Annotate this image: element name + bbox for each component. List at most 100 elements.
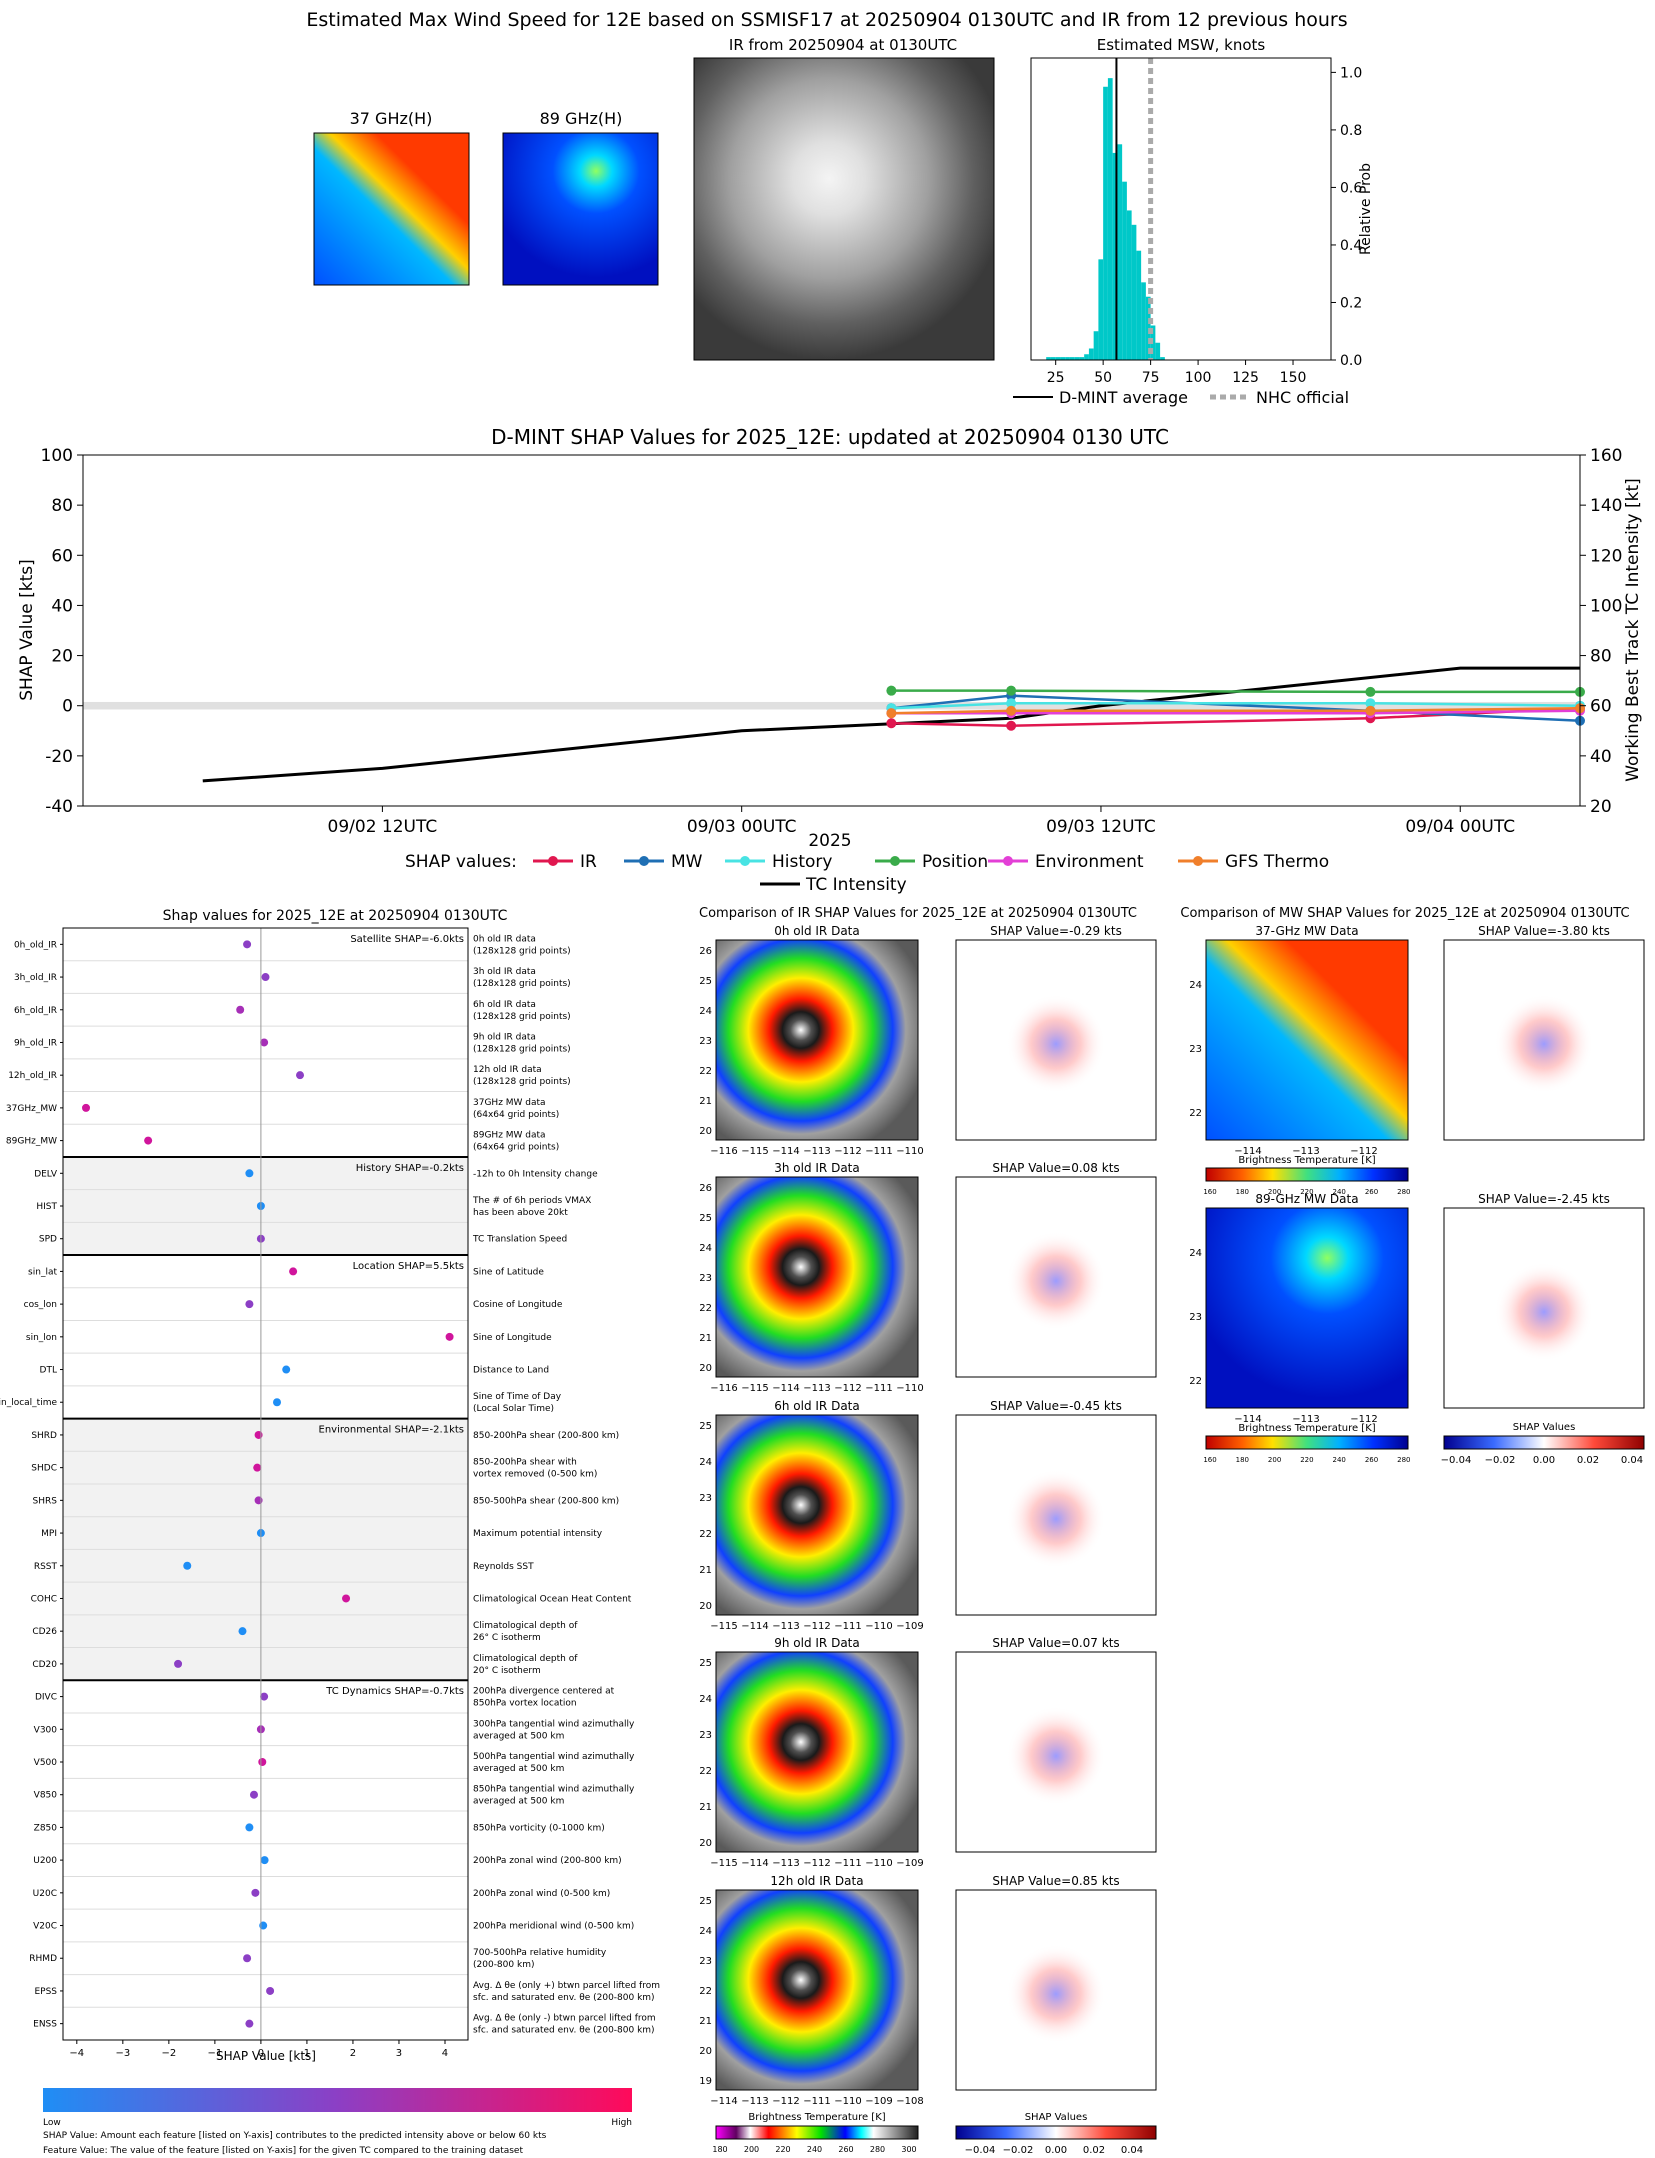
ir-ytick-label: 24: [699, 1694, 712, 1705]
feature-desc: 850hPa vortex location: [473, 1699, 577, 1709]
feature-shap-plot: Shap values for 2025_12E at 20250904 013…: [0, 908, 660, 2156]
feature-name: SHRS: [33, 1496, 58, 1506]
ir-xtick-label: −112: [834, 1383, 861, 1394]
series-point: [1006, 698, 1017, 709]
ir-xtick-label: −114: [710, 2096, 737, 2107]
feat-xtick-label: −4: [69, 2048, 84, 2059]
hist-ytick-label: 0.2: [1340, 295, 1362, 311]
ir-xtick-label: −109: [896, 1858, 923, 1869]
feature-desc: 850hPa vorticity (0-1000 km): [473, 1823, 605, 1833]
ir-shap-cbar-label: SHAP Values: [1025, 2112, 1088, 2123]
feature-desc: averaged at 500 km: [473, 1731, 564, 1741]
ir-ytick-label: 24: [699, 1243, 712, 1254]
group-label: Environmental SHAP=-2.1kts: [319, 1425, 465, 1436]
series-line: [891, 689, 1580, 694]
feature-name: SHDC: [31, 1464, 57, 1474]
series-line: [891, 709, 1581, 715]
feature-desc: 850hPa tangential wind azimuthally: [473, 1785, 635, 1795]
ts-ytick-left-label: 60: [51, 546, 73, 566]
ir-ytick-label: 20: [699, 1601, 712, 1612]
hist-bar: [1060, 357, 1066, 360]
feat-frame: [62, 927, 469, 2041]
ir-ytick-label: 22: [699, 1066, 712, 1077]
mw-cbar-tick: 280: [1397, 1188, 1410, 1196]
feature-name: cos_lon: [24, 1300, 57, 1310]
feature-name: SHRD: [31, 1431, 57, 1441]
feature-dot: [296, 1071, 305, 1080]
feature-dot: [183, 1561, 192, 1570]
ir-xtick-label: −112: [803, 1858, 830, 1869]
colorbar-high: High: [611, 2118, 632, 2128]
ts-legend-marker: [548, 856, 558, 866]
mw-shap-cbar-tick: −0.04: [1441, 1455, 1472, 1466]
feature-dot: [266, 1986, 275, 1995]
ir-cbar-tick: 260: [838, 2145, 853, 2154]
ir-shap-image: [957, 941, 1155, 1139]
ts-ytick-right-label: 140: [1590, 496, 1622, 516]
ir-ytick-label: 21: [699, 1802, 712, 1813]
hist-bar: [1107, 78, 1113, 360]
ir-cbar-tick: 180: [712, 2145, 727, 2154]
feature-name: 6h_old_IR: [14, 1006, 57, 1016]
feature-name: U20C: [33, 1889, 57, 1899]
ts-legend-marker: [890, 856, 900, 866]
hist-bar: [1136, 250, 1142, 360]
ir-row-image: [715, 1889, 919, 2091]
ir-ytick-label: 25: [699, 976, 712, 987]
feature-name: DIVC: [35, 1693, 57, 1703]
mw-shap-title: SHAP Value=-2.45 kts: [1478, 1192, 1610, 1206]
series-line: [891, 701, 1581, 710]
mw-row-image: [1205, 939, 1409, 1141]
ir-ytick-label: 25: [699, 1421, 712, 1432]
feature-name: sin_lon: [26, 1333, 57, 1343]
ir-xtick-label: −108: [896, 2096, 923, 2107]
mw-ytick-label: 22: [1189, 1376, 1202, 1387]
ir-ytick-label: 25: [699, 1213, 712, 1224]
hist-bar: [1126, 210, 1132, 360]
feature-desc: Avg. Δ θe (only -) btwn parcel lifted fr…: [473, 2014, 656, 2024]
feature-name: V300: [34, 1725, 58, 1735]
ir-xtick-label: −114: [772, 1383, 799, 1394]
feature-desc: 200hPa meridional wind (0-500 km): [473, 1922, 634, 1932]
feature-desc: 89GHz MW data: [473, 1131, 546, 1141]
ir-xtick-label: −115: [710, 1621, 737, 1632]
feature-desc: 26° C isotherm: [473, 1633, 541, 1643]
feature-dot: [260, 1038, 269, 1047]
ir-row-title: 9h old IR Data: [774, 1636, 860, 1650]
group-label: TC Dynamics SHAP=-0.7kts: [325, 1686, 464, 1697]
main-title: Estimated Max Wind Speed for 12E based o…: [306, 9, 1347, 31]
feature-name: HIST: [36, 1202, 57, 1212]
series-point: [886, 708, 897, 719]
feature-name: ENSS: [33, 2020, 57, 2030]
hist-bar: [1093, 331, 1099, 360]
feature-name: 0h_old_IR: [14, 940, 57, 950]
feature-desc: averaged at 500 km: [473, 1764, 564, 1774]
feature-desc: Climatological depth of: [473, 1654, 578, 1664]
ir-xtick-label: −113: [772, 1621, 799, 1632]
feature-desc: sfc. and saturated env. θe (200-800 km): [473, 2026, 655, 2036]
mw-xtick-label: −112: [1350, 1146, 1377, 1157]
colorbar-low: Low: [43, 2118, 61, 2128]
ir-ytick-label: 23: [699, 1730, 712, 1741]
feature-desc: (200-800 km): [473, 1960, 534, 1970]
ir-ytick-label: 24: [699, 1457, 712, 1468]
mw-cbar-tick: 160: [1203, 1188, 1216, 1196]
mw-xtick-label: −114: [1234, 1146, 1261, 1157]
feature-name: 89GHz_MW: [6, 1137, 57, 1147]
ir-xtick-label: −116: [710, 1146, 737, 1157]
feature-desc: vortex removed (0-500 km): [473, 1470, 597, 1480]
ir-xtick-label: −112: [803, 1621, 830, 1632]
ir-row-image: [715, 1414, 919, 1616]
feature-desc: (128x128 grid points): [473, 1012, 571, 1022]
ir-ytick-label: 23: [699, 1956, 712, 1967]
ir-image: [693, 57, 995, 361]
ir-row-image: [715, 1651, 919, 1853]
hist-bar: [1046, 357, 1051, 360]
ir-ytick-label: 19: [699, 2076, 712, 2087]
feature-desc: Climatological Ocean Heat Content: [473, 1594, 632, 1604]
ir-shap-image: [957, 1891, 1155, 2089]
ir-xtick-label: −110: [896, 1146, 923, 1157]
feature-dot: [174, 1659, 183, 1668]
ir-shap-title: SHAP Value=-0.45 kts: [990, 1399, 1122, 1413]
feat-xtick-label: −3: [115, 2048, 130, 2059]
